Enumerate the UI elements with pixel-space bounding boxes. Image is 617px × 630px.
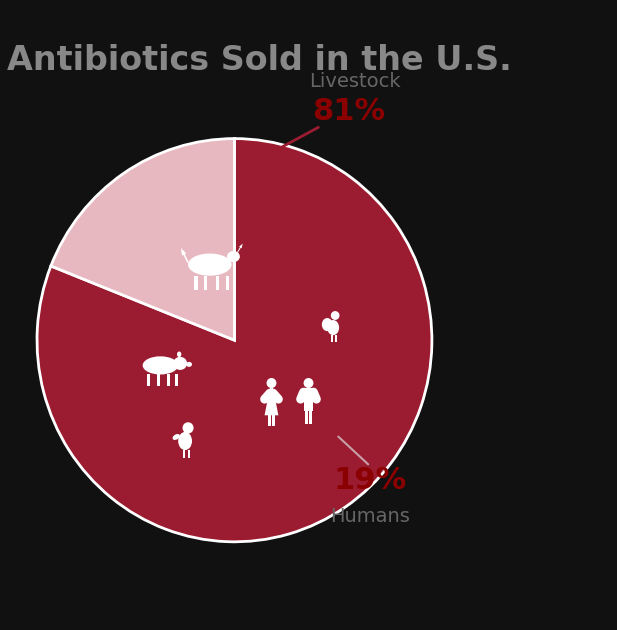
Text: Antibiotics Sold in the U.S.: Antibiotics Sold in the U.S. <box>7 44 511 77</box>
Ellipse shape <box>143 357 178 374</box>
Text: Livestock: Livestock <box>309 72 400 91</box>
Bar <box>304 388 313 411</box>
Bar <box>194 276 197 290</box>
Bar <box>216 276 219 290</box>
Bar <box>157 374 160 386</box>
Bar <box>309 411 312 425</box>
Text: 81%: 81% <box>312 97 385 126</box>
Ellipse shape <box>186 362 192 367</box>
Text: 19%: 19% <box>334 466 407 495</box>
Ellipse shape <box>227 251 240 262</box>
Bar <box>268 415 271 427</box>
Circle shape <box>304 378 313 388</box>
Text: Humans: Humans <box>330 507 410 526</box>
Bar <box>272 415 275 427</box>
Bar <box>188 450 190 458</box>
Wedge shape <box>37 139 432 542</box>
Bar <box>183 450 185 458</box>
Bar <box>204 276 207 290</box>
Bar <box>175 374 178 386</box>
Polygon shape <box>265 388 278 415</box>
FancyArrow shape <box>237 244 242 253</box>
Wedge shape <box>51 139 234 340</box>
Circle shape <box>331 311 339 320</box>
Ellipse shape <box>322 318 333 331</box>
Ellipse shape <box>173 357 187 370</box>
Ellipse shape <box>188 253 231 276</box>
Ellipse shape <box>177 352 181 357</box>
Bar <box>147 374 150 386</box>
Bar <box>305 411 308 425</box>
Bar <box>331 335 333 342</box>
FancyArrow shape <box>181 248 189 263</box>
Bar <box>335 335 337 342</box>
Bar <box>226 276 229 290</box>
Ellipse shape <box>327 320 339 335</box>
Ellipse shape <box>178 432 192 450</box>
Bar <box>167 374 170 386</box>
Ellipse shape <box>173 434 180 440</box>
Circle shape <box>267 378 276 388</box>
Circle shape <box>183 422 194 433</box>
